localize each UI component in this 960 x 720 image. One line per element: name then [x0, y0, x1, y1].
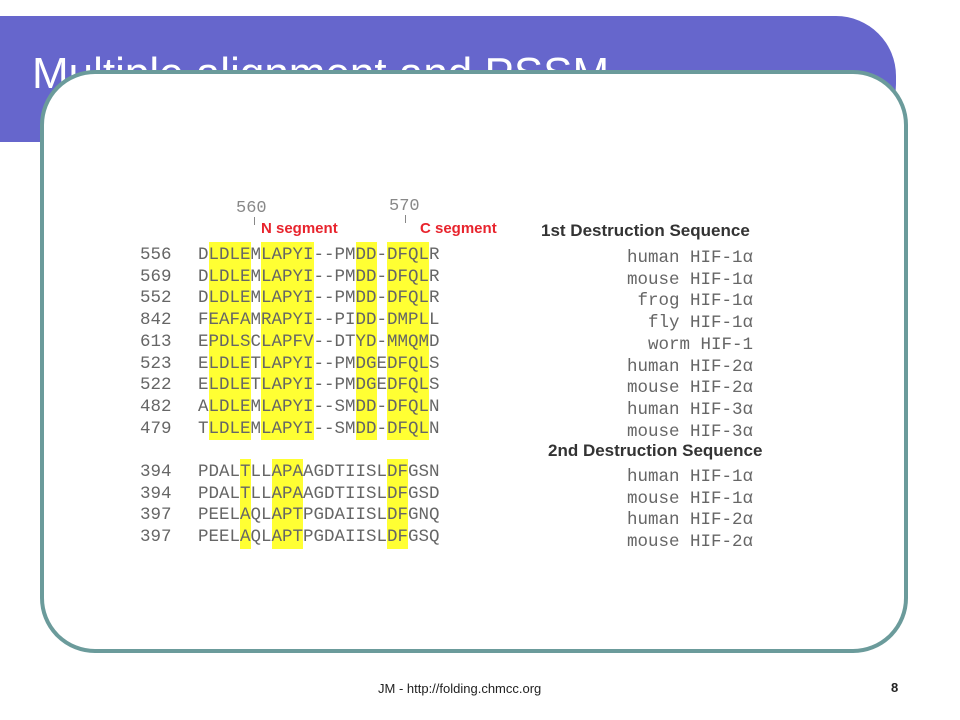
species-label: human HIF-1α: [626, 467, 753, 487]
species-label: human HIF-2α: [626, 510, 753, 531]
sequence-text: DLDLEMLAPYI--PMDD-DFQLR: [198, 266, 440, 287]
residue-number: 522: [140, 375, 172, 396]
sequence-text: ELDLETLAPYI--PMDGEDFQLS: [198, 375, 440, 396]
group1-header: 1st Destruction Sequence: [541, 221, 750, 240]
c-segment-label: C segment: [420, 220, 497, 237]
alignment-row: 569 DLDLEMLAPYI--PMDD-DFQLR: [140, 266, 440, 288]
content-frame: [40, 70, 908, 653]
conserved-highlight: [387, 459, 408, 549]
residue-number: 482: [140, 396, 172, 417]
sequence-text: PDALTLLAPAAGDTIISLDFGSN: [198, 462, 440, 482]
alignment-row: 523 ELDLETLAPYI--PMDGEDFQLS: [140, 353, 440, 375]
conserved-highlight: [208, 242, 251, 440]
position-tick-570: 570: [389, 197, 420, 216]
residue-number: 394: [140, 483, 172, 504]
page-number: 8: [891, 680, 899, 695]
sequence-text: PEELAQLAPTPGDAIISLDFGSQ: [198, 527, 440, 548]
residue-number: 479: [140, 418, 172, 439]
residue-number: 397: [140, 527, 172, 548]
alignment-row: 522 ELDLETLAPYI--PMDGEDFQLS: [140, 374, 440, 396]
residue-number: 397: [140, 505, 172, 526]
sequence-text: PDALTLLAPAAGDTIISLDFGSD: [198, 483, 440, 504]
alignment-row: 842 FEAFAMRAPYI--PIDD-DMPLL: [140, 309, 440, 331]
conserved-highlight: [271, 459, 303, 549]
alignment-row: 397 PEELAQLAPTPGDAIISLDFGSQ: [140, 526, 440, 548]
group2-header: 2nd Destruction Sequence: [548, 441, 763, 460]
alignment-row: 482 ALDLEMLAPYI--SMDD-DFQLN: [140, 396, 440, 418]
sequence-text: DLDLEMLAPYI--PMDD-DFQLR: [198, 288, 440, 309]
species-label: mouse HIF-2α: [626, 532, 753, 553]
alignment-row: 556 DLDLEMLAPYI--PMDD-DFQLR: [140, 244, 440, 266]
species-label: fly HIF-1α: [647, 313, 753, 334]
sequence-text: DLDLEMLAPYI--PMDD-DFQLR: [198, 245, 440, 265]
residue-number: 613: [140, 331, 172, 352]
tick-mark-560: [254, 217, 255, 225]
residue-number: 569: [140, 266, 172, 287]
alignment-row: 394 PDALTLLAPAAGDTIISLDFGSD: [140, 483, 440, 505]
alignment-row: 613 EPDLSCLAPFV--DTYD-MMQMD: [140, 331, 440, 353]
alignment-figure: 560 570 N segment C segment 1st Destruct…: [140, 195, 820, 565]
sequence-text: FEAFAMRAPYI--PIDD-DMPLL: [198, 310, 440, 331]
tick-mark-570: [405, 215, 406, 223]
n-segment-label: N segment: [261, 220, 338, 237]
residue-number: 842: [140, 310, 172, 331]
species-label: mouse HIF-1α: [626, 269, 753, 290]
sequence-text: TLDLEMLAPYI--SMDD-DFQLN: [198, 418, 440, 439]
footer-text: JM - http://folding.chmcc.org: [378, 681, 542, 696]
species-label: human HIF-2α: [626, 356, 753, 377]
sequence-text: PEELAQLAPTPGDAIISLDFGNQ: [198, 505, 440, 526]
alignment-row: 394 PDALTLLAPAAGDTIISLDFGSN: [140, 461, 440, 483]
position-tick-560: 560: [236, 199, 267, 218]
sequence-text: EPDLSCLAPFV--DTYD-MMQMD: [198, 331, 440, 352]
species-label: frog HIF-1α: [637, 291, 753, 312]
sequence-text: ALDLEMLAPYI--SMDD-DFQLN: [198, 396, 440, 417]
conserved-highlight: [261, 242, 314, 440]
species-label: human HIF-1α: [626, 248, 753, 268]
residue-number: 556: [140, 245, 172, 265]
species-label: mouse HIF-2α: [626, 378, 753, 399]
conserved-highlight: [387, 242, 429, 440]
residue-number: 552: [140, 288, 172, 309]
alignment-row: 397 PEELAQLAPTPGDAIISLDFGNQ: [140, 504, 440, 526]
residue-number: 523: [140, 353, 172, 374]
alignment-row: 552 DLDLEMLAPYI--PMDD-DFQLR: [140, 287, 440, 309]
species-label: human HIF-3α: [626, 399, 753, 420]
species-label: mouse HIF-1α: [626, 488, 753, 509]
alignment-row: 479 TLDLEMLAPYI--SMDD-DFQLN: [140, 418, 440, 440]
conserved-highlight: [355, 242, 377, 440]
residue-number: 394: [140, 462, 172, 482]
species-label: mouse HIF-3α: [626, 421, 753, 442]
conserved-highlight: [240, 459, 251, 549]
sequence-text: ELDLETLAPYI--PMDGEDFQLS: [198, 353, 440, 374]
species-label: worm HIF-1: [647, 334, 753, 355]
